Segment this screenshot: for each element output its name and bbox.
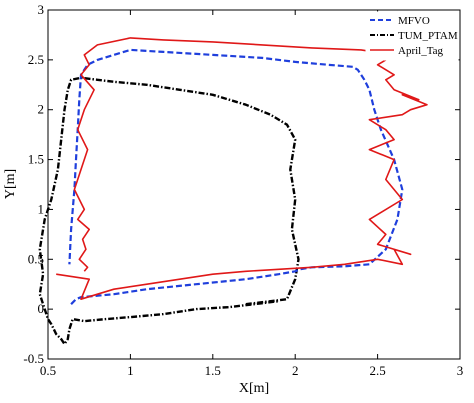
y-tick-label: -0.5 (23, 351, 44, 366)
legend-label-mfvo: MFVO (398, 15, 430, 27)
y-tick-label: 0.5 (28, 251, 44, 266)
plot-series-group (38, 37, 428, 346)
x-axis-ticks: 0.5 1 1.5 2 2.5 3 (40, 10, 463, 378)
series-line-april-tag (56, 37, 428, 301)
x-tick-label: 2 (292, 363, 299, 378)
y-tick-label: 3 (38, 2, 45, 17)
x-tick-label: 1.5 (205, 363, 221, 378)
y-axis-ticks: -0.5 0 0.5 1 1.5 2 2.5 3 (23, 2, 460, 366)
x-tick-label: 0.5 (40, 363, 56, 378)
legend-label-tum-ptam: TUM_PTAM (398, 30, 458, 42)
x-axis-label: X[m] (239, 381, 269, 396)
y-tick-label: 1 (38, 201, 45, 216)
legend-label-april-tag: April_Tag (398, 45, 444, 57)
y-tick-label: 1.5 (28, 152, 44, 167)
legend: MFVO TUM_PTAM April_Tag (365, 11, 459, 61)
series-line-tum-ptam (38, 76, 300, 346)
plot-frame (47, 9, 461, 360)
y-axis-label: Y[m] (3, 169, 18, 199)
x-tick-label: 1 (127, 363, 134, 378)
x-tick-label: 2.5 (369, 363, 385, 378)
y-tick-label: 2 (38, 102, 45, 117)
y-tick-label: 0 (38, 301, 45, 316)
x-tick-label: 3 (457, 363, 464, 378)
y-tick-label: 2.5 (28, 52, 44, 67)
